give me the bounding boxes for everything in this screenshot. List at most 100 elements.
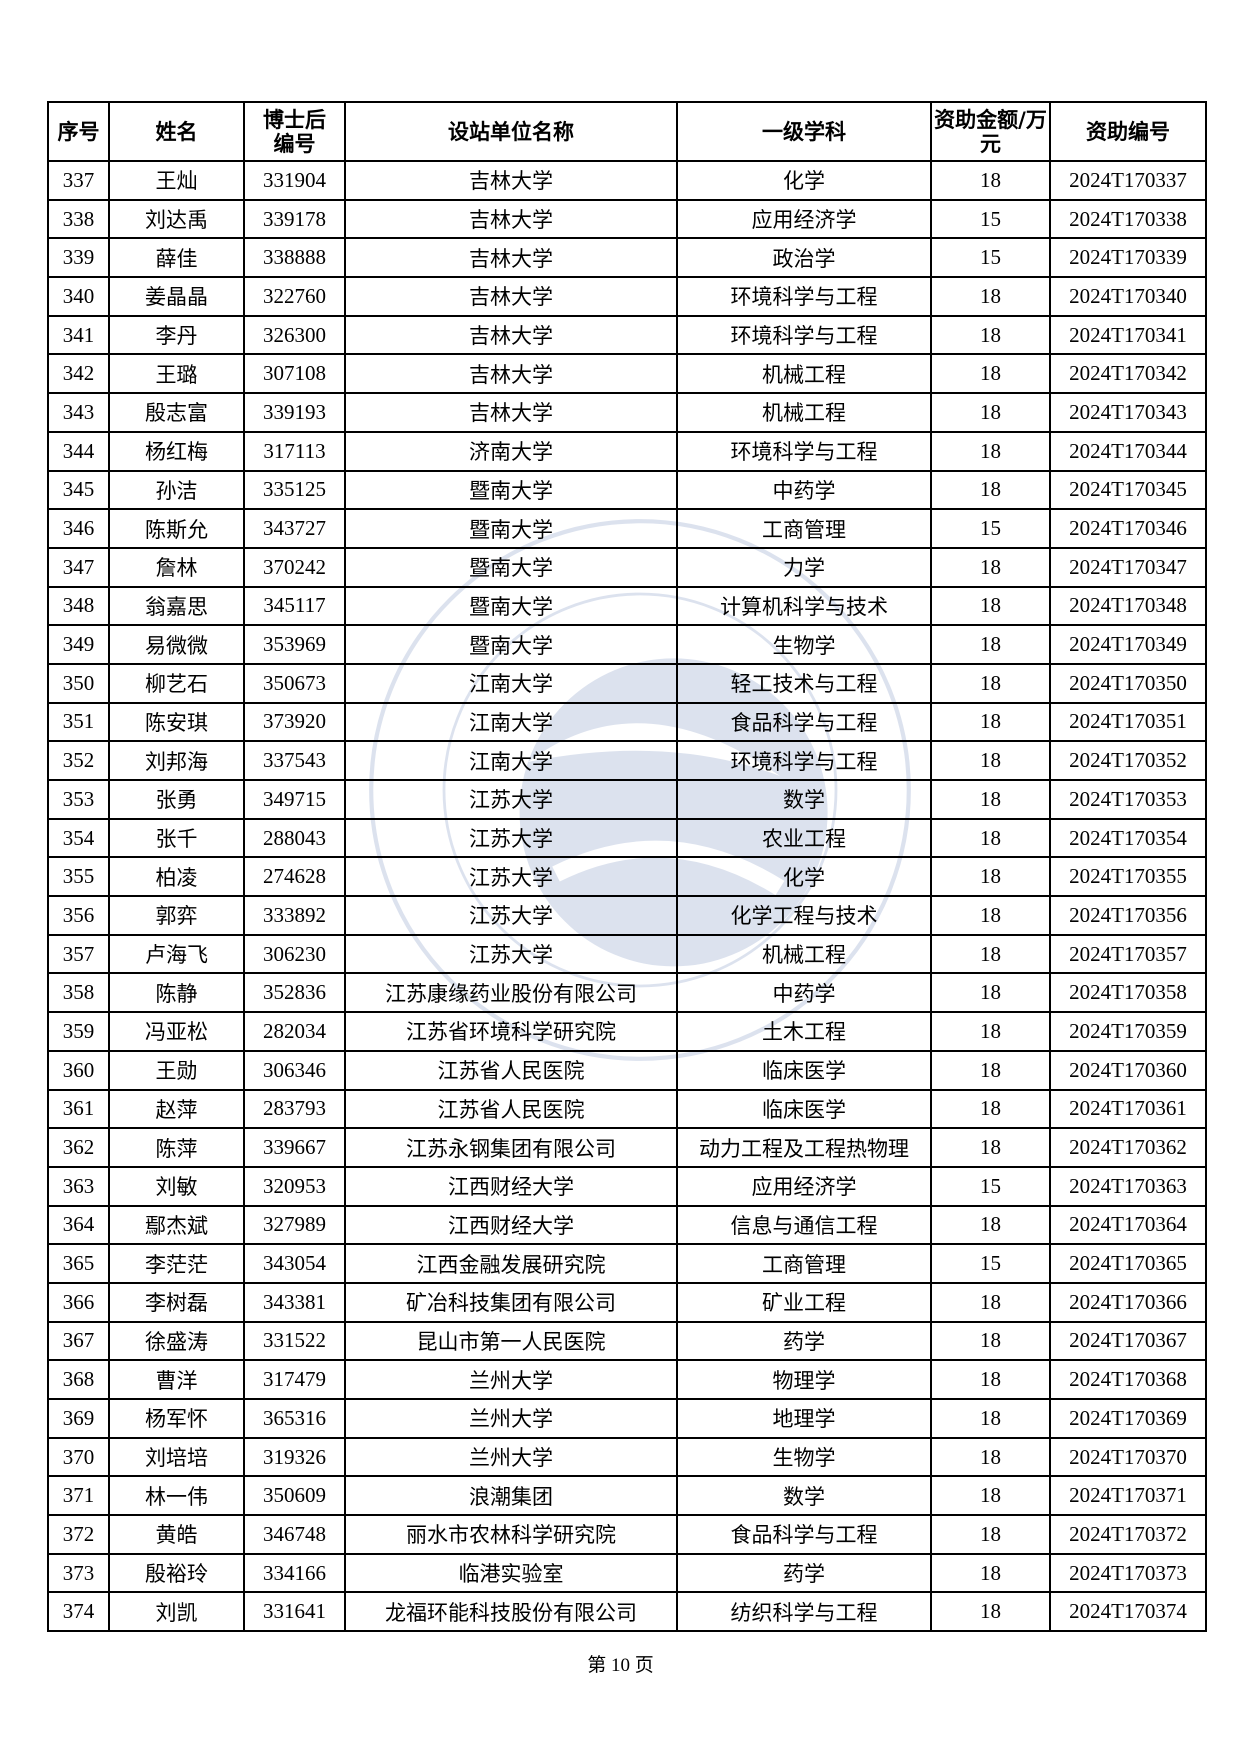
cell-postdoc-id: 352836 (243, 972, 346, 1014)
cell-name: 殷裕玲 (108, 1552, 245, 1594)
table-row: 372 黄皓 346748 丽水市农林科学研究院 食品科学与工程 18 2024T17037… (47, 1514, 1207, 1555)
cell-postdoc-id: 331904 (243, 160, 346, 201)
cell-name: 赵萍 (108, 1088, 245, 1130)
cell-postdoc-id: 345117 (243, 585, 346, 627)
cell-institution: 吉林大学 (344, 276, 678, 317)
cell-postdoc-id: 370242 (243, 546, 346, 588)
cell-name: 曹洋 (108, 1359, 245, 1400)
table-row: 356 郭弈 333892 江苏大学 化学工程与技术 18 2024T170356 (47, 895, 1207, 936)
cell-grant-id: 2024T170364 (1049, 1204, 1207, 1246)
cell-name: 孙洁 (108, 469, 245, 511)
cell-amount: 18 (930, 624, 1051, 665)
cell-grant-id: 2024T170346 (1049, 508, 1207, 549)
table-row: 355 柏凌 274628 江苏大学 化学 18 2024T170355 (47, 856, 1207, 898)
cell-amount: 18 (930, 1398, 1051, 1439)
table-row: 343 殷志富 339193 吉林大学 机械工程 18 2024T170343 (47, 392, 1207, 433)
cell-postdoc-id: 333892 (243, 895, 346, 936)
cell-index: 365 (47, 1243, 110, 1284)
cell-institution: 济南大学 (344, 430, 678, 472)
cell-postdoc-id: 319326 (243, 1436, 346, 1478)
cell-name: 柏凌 (108, 856, 245, 898)
cell-amount: 15 (930, 1165, 1051, 1207)
cell-institution: 暨南大学 (344, 624, 678, 665)
cell-name: 詹林 (108, 546, 245, 588)
cell-postdoc-id: 307108 (243, 353, 346, 395)
cell-discipline: 机械工程 (676, 353, 932, 395)
cell-discipline: 计算机科学与技术 (676, 585, 932, 627)
table-row: 344 杨红梅 317113 济南大学 环境科学与工程 18 2024T170344 (47, 430, 1207, 472)
cell-postdoc-id: 353969 (243, 624, 346, 665)
header-discipline: 一级学科 (676, 101, 932, 162)
cell-grant-id: 2024T170354 (1049, 817, 1207, 859)
cell-discipline: 数学 (676, 779, 932, 820)
cell-amount: 18 (930, 1127, 1051, 1168)
cell-amount: 18 (930, 546, 1051, 588)
cell-grant-id: 2024T170345 (1049, 469, 1207, 511)
table-row: 363 刘敏 320953 江西财经大学 应用经济学 15 2024T170363 (47, 1165, 1207, 1207)
cell-grant-id: 2024T170358 (1049, 972, 1207, 1014)
cell-discipline: 临床医学 (676, 1088, 932, 1130)
cell-index: 340 (47, 276, 110, 317)
cell-index: 359 (47, 1011, 110, 1052)
cell-institution: 矿冶科技集团有限公司 (344, 1281, 678, 1323)
table-row: 342 王璐 307108 吉林大学 机械工程 18 2024T170342 (47, 353, 1207, 395)
cell-postdoc-id: 365316 (243, 1398, 346, 1439)
cell-name: 徐盛涛 (108, 1320, 245, 1362)
cell-name: 柳艺石 (108, 662, 245, 704)
table-row: 341 李丹 326300 吉林大学 环境科学与工程 18 2024T170341 (47, 314, 1207, 356)
header-amount: 资助金额/万元 (930, 101, 1051, 162)
table-row: 370 刘培培 319326 兰州大学 生物学 18 2024T170370 (47, 1436, 1207, 1478)
cell-name: 王灿 (108, 160, 245, 201)
cell-discipline: 药学 (676, 1320, 932, 1362)
table-row: 371 林一伟 350609 浪潮集团 数学 18 2024T170371 (47, 1475, 1207, 1517)
cell-postdoc-id: 274628 (243, 856, 346, 898)
cell-index: 372 (47, 1514, 110, 1555)
table-row: 359 冯亚松 282034 江苏省环境科学研究院 土木工程 18 2024T170359 (47, 1011, 1207, 1052)
cell-amount: 18 (930, 1591, 1051, 1633)
cell-postdoc-id: 338888 (243, 237, 346, 279)
cell-discipline: 数学 (676, 1475, 932, 1517)
cell-discipline: 纺织科学与工程 (676, 1591, 932, 1633)
cell-institution: 江苏省环境科学研究院 (344, 1011, 678, 1052)
cell-grant-id: 2024T170357 (1049, 933, 1207, 975)
cell-grant-id: 2024T170341 (1049, 314, 1207, 356)
cell-index: 352 (47, 740, 110, 781)
cell-discipline: 药学 (676, 1552, 932, 1594)
cell-postdoc-id: 350609 (243, 1475, 346, 1517)
cell-postdoc-id: 320953 (243, 1165, 346, 1207)
cell-index: 342 (47, 353, 110, 395)
cell-name: 易微微 (108, 624, 245, 665)
cell-postdoc-id: 306230 (243, 933, 346, 975)
cell-institution: 江南大学 (344, 662, 678, 704)
cell-name: 陈安琪 (108, 701, 245, 743)
cell-amount: 18 (930, 662, 1051, 704)
cell-amount: 18 (930, 1475, 1051, 1517)
table-row: 374 刘凯 331641 龙福环能科技股份有限公司 纺织科学与工程 18 2024T170… (47, 1591, 1207, 1633)
table-row: 353 张勇 349715 江苏大学 数学 18 2024T170353 (47, 779, 1207, 820)
cell-amount: 18 (930, 314, 1051, 356)
header-institution: 设站单位名称 (344, 101, 678, 162)
cell-postdoc-id: 282034 (243, 1011, 346, 1052)
cell-discipline: 中药学 (676, 469, 932, 511)
cell-grant-id: 2024T170373 (1049, 1552, 1207, 1594)
cell-grant-id: 2024T170368 (1049, 1359, 1207, 1400)
cell-discipline: 工商管理 (676, 508, 932, 549)
cell-name: 李茫茫 (108, 1243, 245, 1284)
cell-name: 翁嘉思 (108, 585, 245, 627)
cell-grant-id: 2024T170361 (1049, 1088, 1207, 1130)
table-row: 373 殷裕玲 334166 临港实验室 药学 18 2024T170373 (47, 1552, 1207, 1594)
cell-index: 337 (47, 160, 110, 201)
cell-postdoc-id: 327989 (243, 1204, 346, 1246)
cell-postdoc-id: 317479 (243, 1359, 346, 1400)
cell-grant-id: 2024T170370 (1049, 1436, 1207, 1478)
cell-postdoc-id: 343381 (243, 1281, 346, 1323)
cell-index: 338 (47, 198, 110, 240)
cell-amount: 18 (930, 817, 1051, 859)
cell-amount: 18 (930, 469, 1051, 511)
cell-postdoc-id: 317113 (243, 430, 346, 472)
cell-institution: 江苏大学 (344, 856, 678, 898)
cell-discipline: 化学 (676, 856, 932, 898)
cell-institution: 吉林大学 (344, 392, 678, 433)
cell-discipline: 农业工程 (676, 817, 932, 859)
cell-name: 李丹 (108, 314, 245, 356)
